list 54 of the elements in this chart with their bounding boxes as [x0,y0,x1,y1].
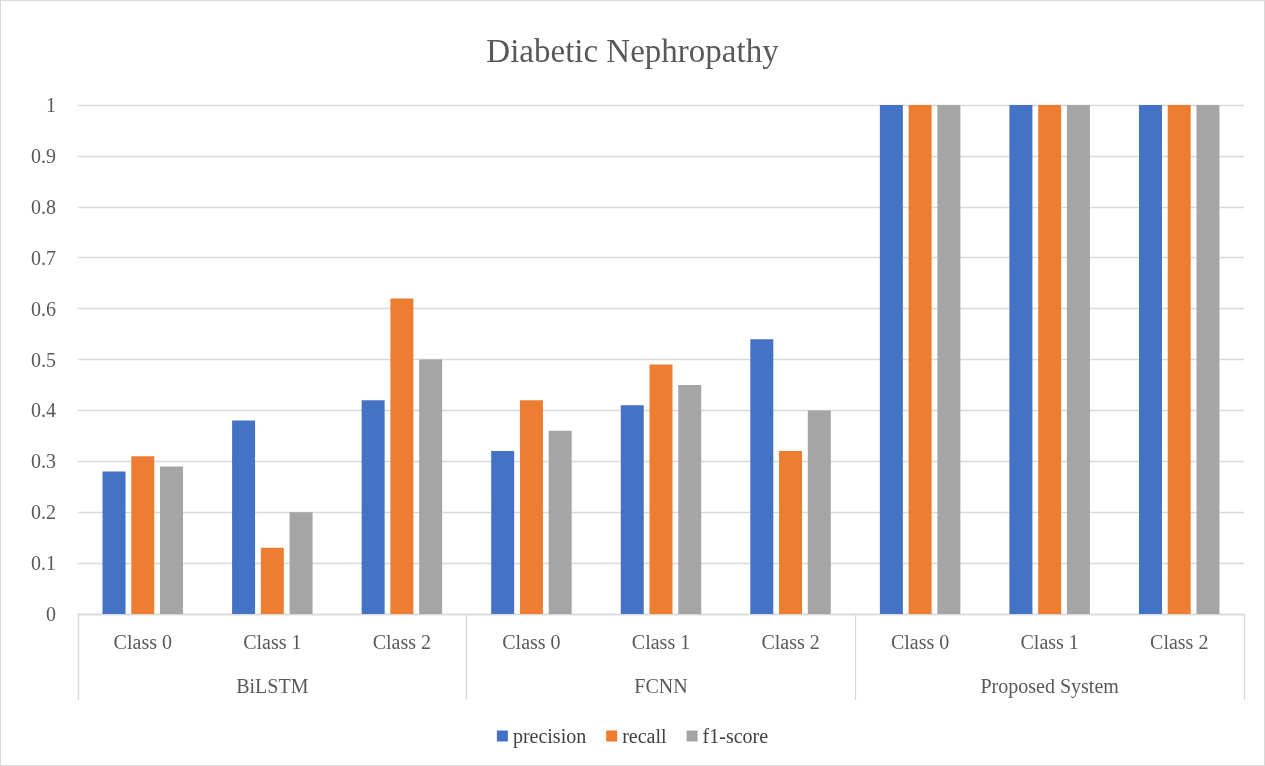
x-tick-label: Class 0 [890,631,950,653]
y-tick-label: 0 [46,603,56,625]
bar [519,400,543,614]
y-tick-label: 0.4 [31,399,56,422]
bar [491,451,515,614]
y-tick-label: 0.1 [31,552,56,575]
bar [160,466,184,614]
bar [678,384,702,614]
y-tick-label: 0.8 [31,195,56,218]
bar [879,105,903,614]
y-tick-label: 0.6 [31,297,56,320]
bar [232,420,256,614]
bar [390,298,414,614]
bar [779,451,803,614]
bar [548,430,572,614]
text: FCNN [634,675,688,697]
legend-label: f1-score [702,725,769,747]
bar [649,364,673,614]
bar [1167,105,1191,614]
bar [1066,105,1090,614]
y-tick-label: 0.2 [31,501,56,524]
text: Proposed System [980,675,1120,698]
bar [260,547,284,614]
bar [1038,105,1062,614]
bar [908,105,932,614]
x-tick-label: Class 2 [761,631,820,653]
y-tick-label: 0.5 [31,348,56,371]
bar [419,359,443,614]
legend-label: recall [622,725,668,747]
bar [1196,105,1220,614]
bar [750,339,774,614]
y-tick-label: 1 [46,94,56,116]
chart-title: Diabetic Nephropathy [486,32,780,69]
bar [937,105,961,614]
text: BiLSTM [236,675,309,697]
x-tick-label: Class 0 [113,631,172,653]
x-tick-label: Class 0 [502,631,561,653]
bar [289,512,313,614]
x-tick-label: Class 1 [1020,631,1079,653]
bar [131,456,155,614]
bar [807,410,831,614]
legend-label: precision [512,725,587,748]
bar [102,471,126,614]
y-tick-label: 0.7 [31,246,56,269]
y-tick-label: 0.9 [31,144,56,167]
x-tick-label: Class 2 [1150,631,1209,653]
x-tick-label: Class 1 [631,631,691,653]
x-tick-label: Class 1 [243,631,302,653]
bar [1138,105,1162,614]
bar [361,400,385,614]
bar [1009,105,1033,614]
x-tick-label: Class 2 [372,631,432,653]
bar [620,405,644,614]
y-tick-label: 0.3 [31,450,56,473]
